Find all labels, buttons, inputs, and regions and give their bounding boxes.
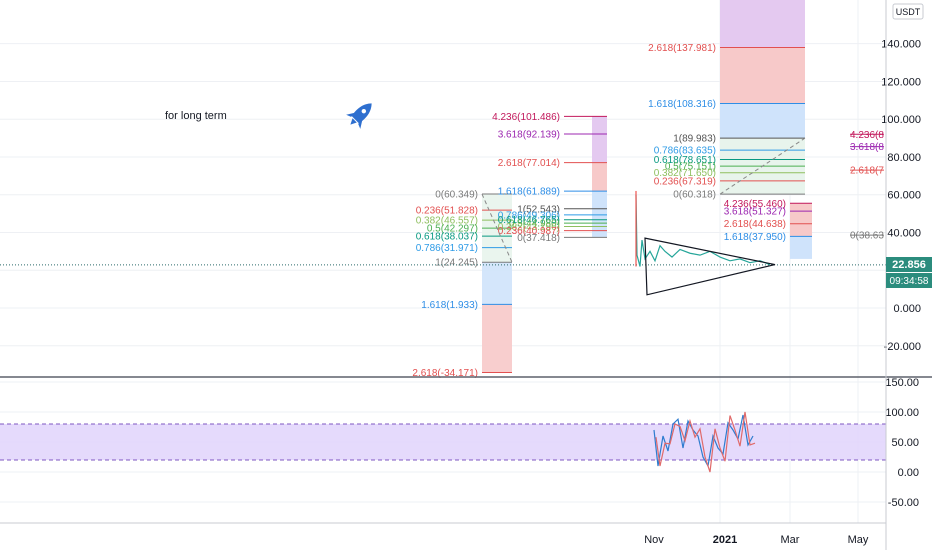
rsi-band [0, 424, 886, 460]
fib-level-label: 0(60.349) [435, 190, 478, 201]
fib-level-label: 0.236(40.987) [498, 226, 560, 237]
price-series [0, 137, 886, 296]
fib-zone-red [790, 203, 812, 237]
time-tick-label: Mar [781, 534, 800, 546]
fib-level-label: 0.618(46.765) [498, 215, 560, 226]
annotation-text[interactable]: for long term [165, 110, 227, 122]
fib-level-label: 2.618(-34.171) [412, 368, 478, 379]
fib-zone-blue [720, 103, 805, 139]
fib-level-label: 2.618(137.981) [648, 43, 716, 54]
fib-level-label: 0.382(43.196) [498, 222, 560, 233]
fib-level-label: 1(24.245) [435, 258, 478, 269]
price-tick-label: 0.000 [893, 303, 921, 315]
fib-level-label: 2.618(44.638) [724, 219, 786, 230]
price-tick-label: 80.000 [887, 152, 921, 164]
last-price-badge: 22.856 [892, 259, 926, 271]
fib-level-label: 1.618(108.316) [648, 99, 716, 110]
price-tick-label: 140.000 [881, 39, 921, 51]
time-tick-label: Nov [644, 534, 664, 546]
fib-zone-blue [790, 236, 812, 259]
price-tick-label: 120.000 [881, 76, 921, 88]
fib-level-label: 0.618(38.037) [416, 232, 478, 243]
fib-connector [719, 137, 806, 195]
rsi-tick-label: 0.00 [898, 467, 919, 479]
fib-level-label: 1.618(1.933) [421, 300, 478, 311]
fib-zone-blue [482, 262, 512, 305]
fib-level-label: 1.618(61.889) [498, 187, 560, 198]
price-tick-label: -20.000 [884, 341, 921, 353]
rocket-icon[interactable] [343, 96, 378, 131]
fib-level-label: 1(52.543) [517, 204, 560, 215]
fib-level-label: 3.618(92.139) [498, 130, 560, 141]
fib-level-label: 0.382(46.557) [416, 216, 478, 227]
last-price-badge-box [886, 257, 932, 272]
fib-level-label: 0.5(44.980) [509, 219, 560, 230]
rsi-signal-line [655, 411, 756, 473]
price-tick-label: 100.000 [881, 114, 921, 126]
fib-level-label: 2.618(77.014) [498, 158, 560, 169]
fib-zone-purple [720, 0, 805, 48]
fib-level-label: 0.382(71.650) [654, 168, 716, 179]
price-axis[interactable]: 140.000 120.000 100.000 80.000 60.000 40.000 0… [881, 39, 921, 509]
time-tick-label: 2021 [713, 534, 737, 546]
fib-level-label: 0.236(51.828) [416, 206, 478, 217]
time-tick-label: May [848, 534, 869, 546]
fib-level-label: 0(38.63 [850, 231, 884, 242]
triangle-pattern [644, 237, 776, 296]
fib-level-label: 3.618(8 [850, 142, 884, 153]
fib-level-label: 0.5(75.151) [665, 162, 716, 173]
rsi-tick-label: 100.00 [885, 407, 919, 419]
rsi-pane [0, 411, 886, 473]
fib-zone-red [720, 47, 805, 104]
fib-zone-red [592, 162, 607, 192]
fib-level-label: 0.5(42.297) [427, 224, 478, 235]
price-tick-label: 40.000 [887, 227, 921, 239]
fib-level-label: 0.618(78.651) [654, 155, 716, 166]
fib-zone-red [482, 304, 512, 373]
fib-level-label: 0(60.318) [673, 190, 716, 201]
countdown-badge-box [886, 273, 932, 288]
countdown-badge: 09:34:58 [890, 276, 929, 287]
price-line [635, 194, 771, 267]
fib-zone-blue [592, 191, 607, 238]
fib-level-label: 0.236(67.319) [654, 176, 716, 187]
fib-level-label: 2.618(7 [850, 166, 884, 177]
fib-level-label: 0.786(83.635) [654, 146, 716, 157]
fib-level-label: 4.236(55.460) [724, 199, 786, 210]
fib-levels: 0(60.349)0.236(51.828)0.382(46.557)0.5(4… [412, 43, 884, 379]
fib-level-label: 0(37.418) [517, 233, 560, 244]
rsi-tick-label: -50.00 [888, 497, 919, 509]
currency-badge-box[interactable] [892, 3, 924, 20]
currency-badge[interactable]: USDT [896, 7, 921, 17]
fib-connector [481, 193, 513, 263]
rsi-tick-label: 150.00 [885, 377, 919, 389]
rsi-tick-label: 50.00 [891, 437, 919, 449]
fib-level-label: 3.618(51.327) [724, 207, 786, 218]
price-tick-label: 60.000 [887, 190, 921, 202]
fib-level-label: 0.786(31.971) [416, 243, 478, 254]
fib-level-label: 4.236(101.486) [492, 112, 560, 123]
fib-zone-purple [592, 116, 607, 163]
fib-level-label: 0.786(49.306) [498, 210, 560, 221]
time-axis[interactable]: Nov 2021 Mar May [644, 534, 869, 546]
fib-level-label: 1.618(37.950) [724, 232, 786, 243]
fib-level-label: 1(89.983) [673, 134, 716, 145]
fib-level-label: 4.236(8 [850, 130, 884, 141]
